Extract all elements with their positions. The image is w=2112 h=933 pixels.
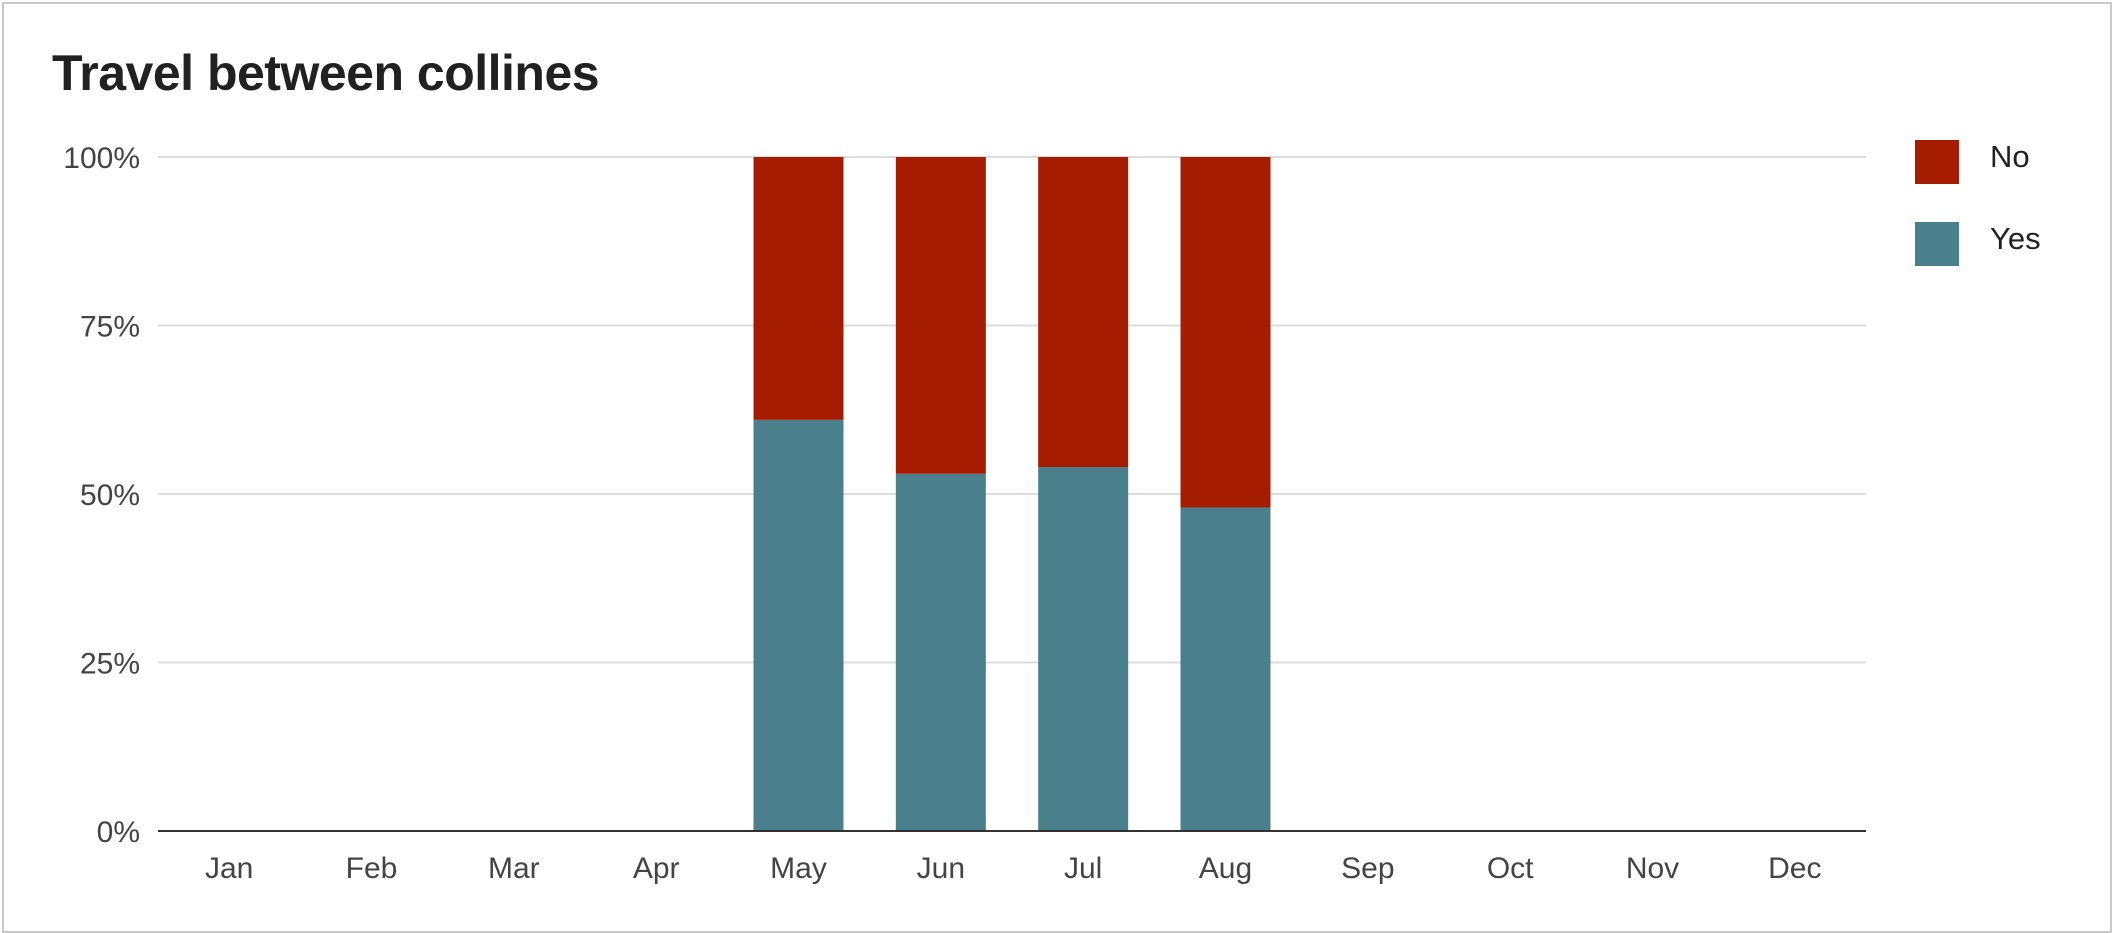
x-tick-label: Dec [1768, 852, 1821, 885]
legend-swatch [1915, 140, 1959, 184]
legend-label: Yes [1990, 221, 2041, 256]
x-tick-label: Jun [917, 852, 965, 885]
bar-segment-no [1038, 157, 1129, 468]
bar-segment-yes [1180, 507, 1271, 831]
x-tick-label: Sep [1341, 852, 1394, 885]
gridlines [158, 156, 1866, 664]
x-tick-label: Nov [1626, 852, 1679, 885]
bar-segment-yes [895, 473, 986, 831]
y-tick-label: 75% [80, 311, 140, 344]
legend: No Yes [1915, 139, 2041, 266]
x-tick-label: Jan [205, 852, 253, 885]
y-tick-label: 25% [80, 648, 140, 681]
x-tick-label: Feb [346, 852, 398, 885]
x-tick-label: Aug [1199, 852, 1252, 885]
x-axis-ticks: Jan Feb Mar Apr May Jun Jul Aug Sep Oct Nov Dec [205, 852, 1822, 885]
y-tick-label: 50% [80, 479, 140, 512]
chart-title: Travel between collines [52, 45, 600, 101]
x-tick-label: Jul [1064, 852, 1102, 885]
bar-segment-no [1180, 157, 1271, 508]
bar-segment-yes [1038, 467, 1129, 831]
bar-segment-no [753, 157, 844, 420]
x-tick-label: May [770, 852, 827, 885]
legend-swatch [1915, 222, 1959, 266]
y-tick-label: 100% [63, 142, 140, 175]
x-tick-label: Apr [633, 852, 680, 885]
x-tick-label: Oct [1487, 852, 1534, 885]
x-tick-label: Mar [488, 852, 540, 885]
y-axis-ticks: 0% 25% 50% 75% 100% [63, 142, 140, 849]
legend-label: No [1990, 139, 2030, 174]
y-tick-label: 0% [97, 816, 140, 849]
bar-segment-no [895, 157, 986, 474]
bars [753, 157, 1271, 831]
bar-segment-yes [753, 419, 844, 831]
